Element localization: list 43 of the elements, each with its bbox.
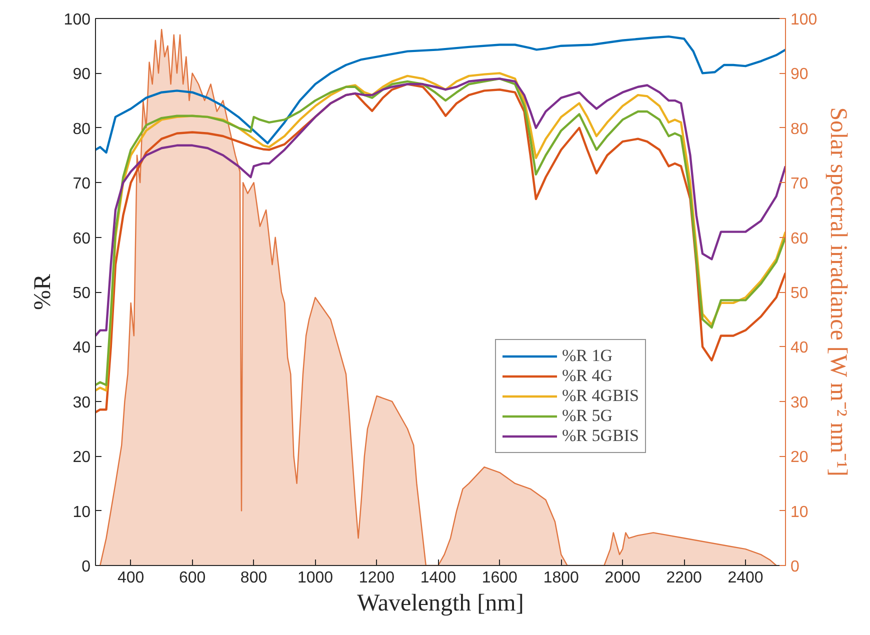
y-tick-label: 70 [72,176,91,193]
y-tick-label: 60 [72,230,91,248]
x-tick-label: 2200 [666,570,702,586]
y-tick-label: 20 [72,449,91,466]
y2-tick-label: 90 [790,66,808,84]
y2-tick-label: 80 [790,120,808,138]
y-axis-title: %R [30,274,56,310]
legend-label: %R 5GBIS [562,426,639,446]
y-tick-label: 50 [72,285,91,302]
x-tick-label: 2400 [728,570,764,586]
y-tick-label: 100 [64,12,91,28]
legend-label: %R 4GBIS [562,386,639,406]
x-tick-label: 600 [178,570,206,586]
y2-tick-label: 70 [790,176,808,193]
y2-tick-label: 30 [790,394,808,412]
y2-tick-label: 50 [790,285,808,302]
y2-tick-label: 60 [790,230,808,248]
line-series [96,35,786,154]
y-tick-label: 10 [72,504,91,521]
y2-tick-label: 0 [790,558,800,576]
legend-label: %R 4G [562,366,613,386]
y-tick-label: 30 [72,394,91,412]
x-tick-label: 400 [118,570,144,586]
y2-tick-label: 20 [790,449,808,466]
x-tick-label: 1400 [420,570,456,586]
x-tick-label: 1800 [543,570,580,586]
y2-tick-label: 40 [790,340,808,357]
x-tick-label: 800 [240,570,268,586]
y-tick-label: 80 [72,120,91,138]
x-tick-label: 1200 [358,570,395,586]
x-axis-title: Wavelength [nm] [357,590,524,616]
y2-tick-label: 100 [790,12,818,28]
y-tick-label: 40 [72,340,91,357]
x-tick-label: 2000 [604,570,641,586]
line-series [96,78,786,337]
legend-label: %R 1G [562,346,613,366]
y-tick-label: 0 [82,558,91,576]
y2-axis-title: Solar spectral irradiance [W m⁻² nm⁻¹] [825,107,852,476]
y2-tick-label: 10 [790,504,808,521]
x-tick-label: 1600 [482,570,518,586]
y-tick-label: 90 [72,66,91,84]
legend-label: %R 5G [562,406,613,426]
x-tick-label: 1000 [297,570,334,586]
